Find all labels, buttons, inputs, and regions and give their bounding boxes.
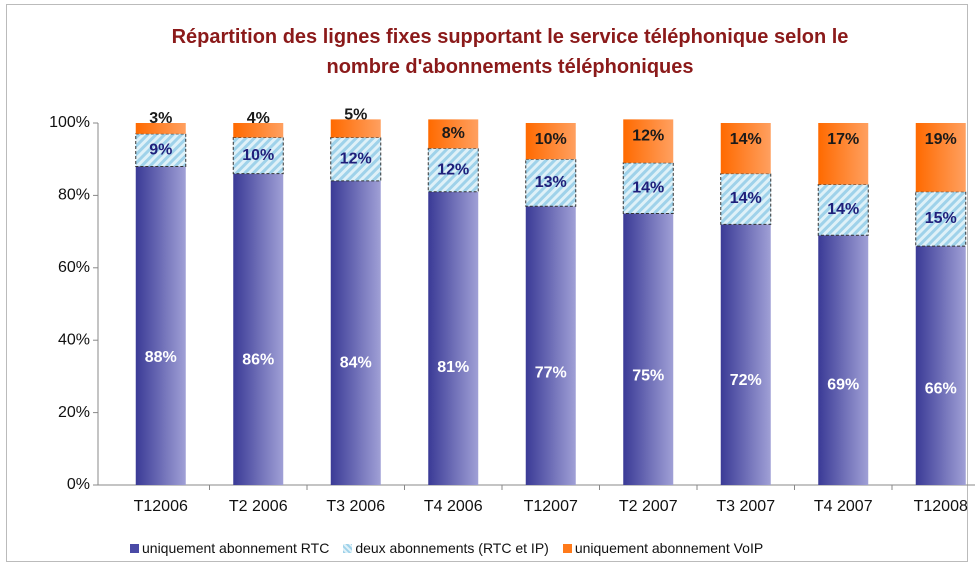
data-label: 14% — [827, 201, 859, 218]
data-label: 69% — [827, 376, 859, 393]
data-label: 14% — [730, 131, 762, 148]
bar-segment — [623, 119, 674, 163]
y-tick-label: 80% — [58, 187, 90, 204]
data-label: 88% — [145, 349, 177, 366]
legend-label: uniquement abonnement VoIP — [574, 540, 764, 556]
data-label: 77% — [535, 365, 567, 382]
legend-swatch — [343, 543, 353, 553]
bar-segment — [525, 206, 576, 485]
data-label: 14% — [632, 179, 664, 196]
bar-segment — [428, 119, 479, 149]
y-tick-label: 20% — [58, 404, 90, 421]
data-label: 17% — [827, 131, 859, 148]
bar-segment — [427, 147, 479, 193]
data-label: 84% — [340, 355, 372, 372]
bar-segment — [428, 191, 479, 485]
data-label: 13% — [535, 174, 567, 191]
bar-segment — [915, 191, 967, 247]
legend-item: uniquement abonnement VoIP — [562, 540, 764, 556]
x-tick-label: T2 2006 — [229, 498, 288, 515]
data-label: 66% — [925, 381, 957, 398]
bar-segment — [817, 184, 869, 236]
data-label: 8% — [442, 125, 465, 142]
bar-segment — [720, 224, 771, 486]
x-tick-label: T4 2007 — [814, 498, 873, 515]
data-label: 15% — [925, 210, 957, 227]
bar-segment — [915, 246, 966, 485]
chart-title: Répartition des lignes fixes supportant … — [171, 26, 849, 78]
data-label: 9% — [149, 141, 172, 158]
data-label: 12% — [437, 161, 469, 178]
bar-segment — [135, 123, 186, 134]
bar-segment — [135, 166, 186, 485]
bar-segment — [818, 235, 869, 485]
bar-segment — [525, 158, 577, 207]
legend-item: deux abonnements (RTC et IP) — [343, 540, 549, 556]
data-label: 75% — [632, 368, 664, 385]
bar-segment — [915, 123, 966, 192]
bar-segment — [622, 162, 674, 215]
legend-item: uniquement abonnement RTC — [130, 540, 329, 556]
y-tick-label: 100% — [49, 114, 90, 131]
data-label: 81% — [437, 359, 469, 376]
data-label: 14% — [730, 190, 762, 207]
bar-segment — [233, 123, 284, 138]
legend-label: uniquement abonnement RTC — [142, 540, 330, 556]
x-tick-label: T2 2007 — [619, 498, 678, 515]
chart-frame — [6, 4, 968, 562]
legend-swatch — [562, 543, 572, 553]
bar-segment — [233, 173, 284, 485]
bar-segment — [330, 180, 381, 486]
y-tick-label: 0% — [67, 476, 90, 493]
legend-swatch — [130, 543, 139, 553]
data-label: 10% — [242, 147, 274, 164]
x-tick-label: T12007 — [524, 498, 578, 515]
bar-segment — [720, 123, 771, 174]
bar-segment — [232, 136, 284, 175]
data-label: 86% — [242, 352, 274, 369]
bar-segment — [525, 123, 576, 160]
y-tick-label: 40% — [58, 331, 90, 348]
data-label: 10% — [535, 131, 567, 148]
x-tick-label: T12006 — [134, 498, 188, 515]
bar-segment — [330, 119, 381, 138]
data-label: 12% — [632, 128, 664, 145]
x-tick-label: T12008 — [914, 498, 968, 515]
x-tick-label: T3 2007 — [716, 498, 775, 515]
bar-segment — [818, 123, 869, 185]
x-tick-label: T4 2006 — [424, 498, 483, 515]
data-label: 12% — [340, 150, 372, 167]
data-label: 4% — [247, 110, 270, 127]
data-label: 3% — [149, 110, 172, 127]
legend: uniquement abonnement RTC deux abonnement… — [130, 540, 763, 556]
data-label: 72% — [730, 372, 762, 389]
data-label: 19% — [925, 131, 957, 148]
bar-segment — [330, 136, 382, 182]
bar-segment — [623, 213, 674, 485]
y-tick-label: 60% — [58, 259, 90, 276]
data-label: 5% — [344, 107, 367, 124]
legend-label: deux abonnements (RTC et IP) — [355, 540, 549, 556]
bar-segment — [135, 133, 187, 167]
x-tick-label: T3 2006 — [326, 498, 385, 515]
